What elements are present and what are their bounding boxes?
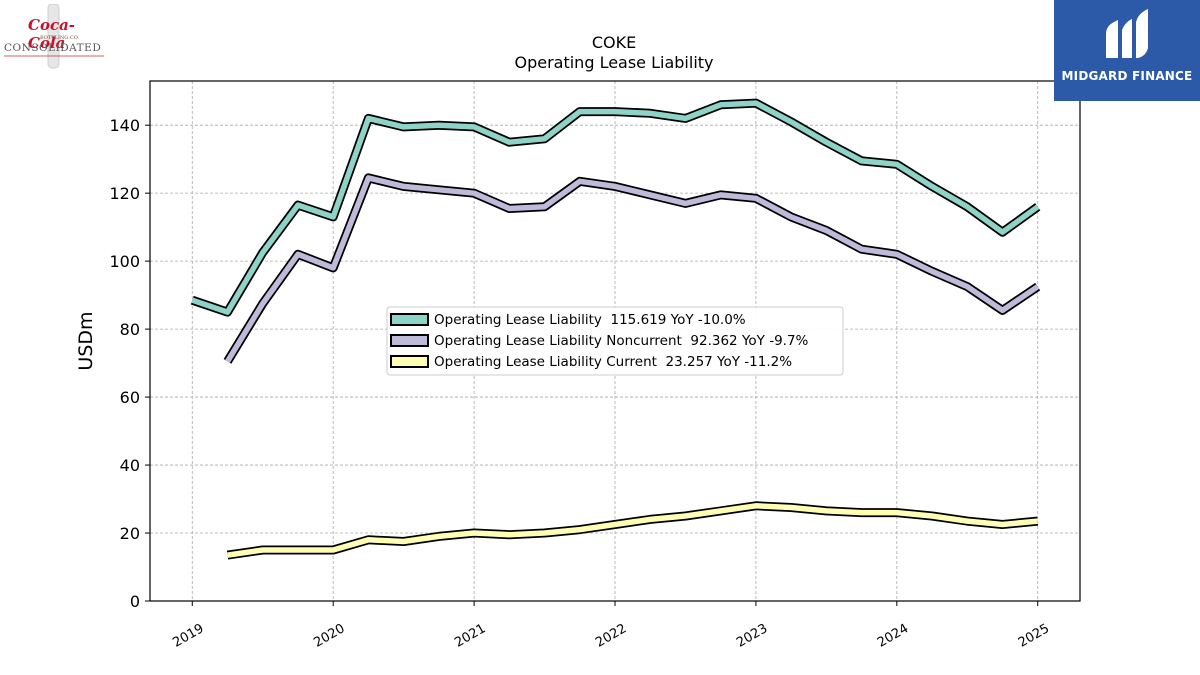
legend-swatch (390, 334, 429, 347)
legend-entry: Operating Lease Liability Noncurrent 92.… (434, 333, 809, 349)
y-tick-label: 0 (130, 592, 140, 611)
x-tick-label: 2024 (875, 621, 911, 651)
coca-cola-consolidated-logo: Coca-Cola BOTTLING CO. CONSOLIDATED (4, 4, 104, 70)
legend-swatch (390, 355, 429, 368)
midgard-finance-logo: MIDGARD FINANCE (1054, 0, 1200, 101)
series-2 (226, 501, 1039, 560)
x-tick-label: 2021 (452, 621, 488, 651)
y-axis-label: USDm (75, 311, 97, 370)
logo-script-text: Coca-Cola (28, 16, 76, 52)
legend-entry: Operating Lease Liability Current 23.257… (434, 354, 792, 370)
y-tick-label: 20 (120, 524, 140, 543)
x-tick-label: 2022 (593, 621, 629, 651)
legend-entry: Operating Lease Liability 115.619 YoY -1… (434, 312, 746, 328)
logo-main-text: CONSOLIDATED (4, 42, 102, 54)
y-tick-label: 140 (109, 116, 140, 135)
legend-swatch (390, 313, 429, 326)
y-tick-label: 120 (109, 184, 140, 203)
legend-box (386, 306, 844, 376)
series-line (191, 100, 1040, 315)
y-tick-label: 100 (109, 252, 140, 271)
y-tick-label: 40 (120, 456, 140, 475)
x-tick-label: 2023 (734, 621, 770, 651)
series-line (225, 175, 1040, 363)
x-tick-label: 2020 (311, 621, 347, 651)
y-tick-label: 80 (120, 320, 140, 339)
series-1 (223, 173, 1041, 364)
series-line (227, 503, 1038, 558)
x-tick-label: 2025 (1016, 621, 1052, 651)
x-tick-label: 2019 (170, 621, 206, 651)
logo-brand-text: MIDGARD FINANCE (1061, 69, 1193, 83)
logo-small-text: BOTTLING CO. (40, 35, 80, 41)
series-lines (190, 98, 1041, 560)
y-tick-label: 60 (120, 388, 140, 407)
axes: 0 20 40 60 80 100 120 140 2019 2020 2021 2022 2023 20… (109, 116, 1052, 651)
chart-title: COKE (592, 33, 636, 52)
chart-subtitle: Operating Lease Liability (514, 53, 713, 72)
series-0 (190, 98, 1041, 317)
legend: Operating Lease Liability 115.619 YoY -1… (386, 306, 844, 376)
